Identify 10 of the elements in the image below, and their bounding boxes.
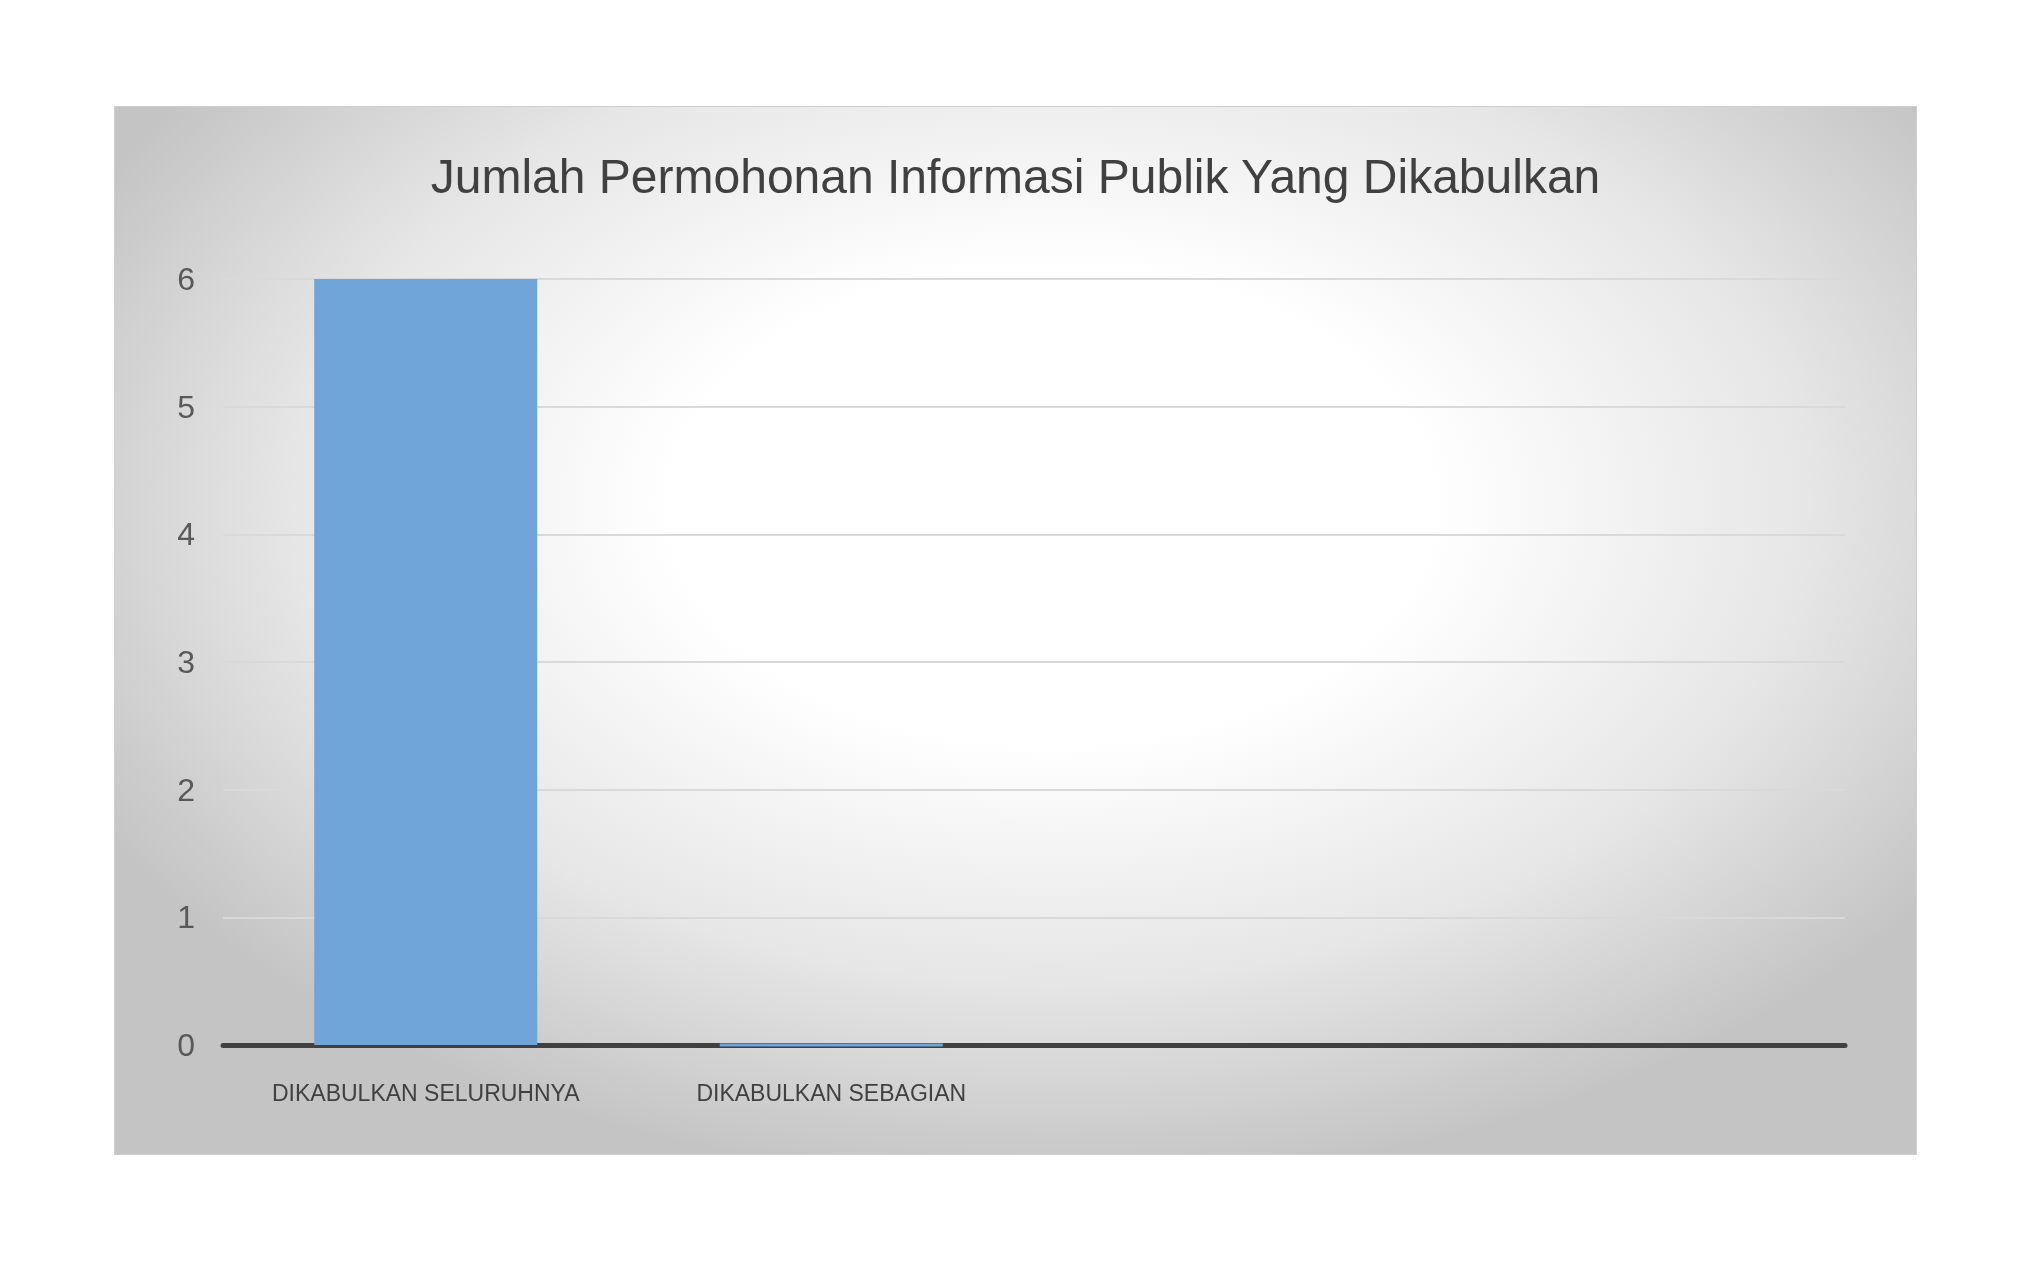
y-tick-label: 4 [177, 516, 195, 553]
chart-title: Jumlah Permohonan Informasi Publik Yang Dikabulkan [430, 149, 1601, 203]
x-tick-label: DIKABULKAN SEBAGIAN [696, 1079, 967, 1106]
y-tick-label: 5 [177, 388, 195, 425]
y-tick-label: 1 [177, 899, 195, 936]
x-tick-label: DIKABULKAN SELURUHNYA [271, 1079, 581, 1106]
y-tick-label: 3 [177, 644, 195, 680]
y-tick-label: 6 [177, 261, 195, 297]
y-tick-label: 2 [177, 771, 195, 808]
y-tick-label: 0 [177, 1027, 195, 1063]
